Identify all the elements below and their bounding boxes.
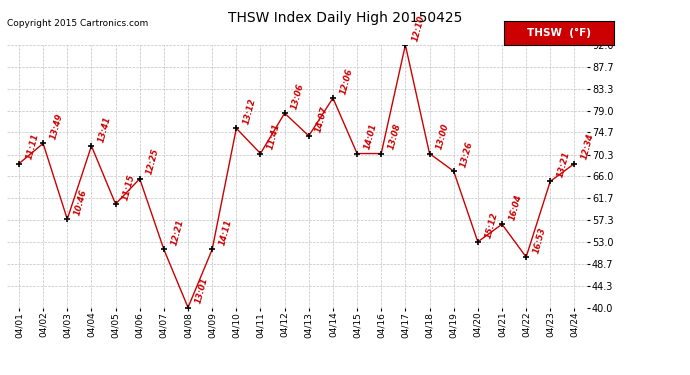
- Text: 14:07: 14:07: [315, 105, 330, 133]
- Text: 14:01: 14:01: [363, 123, 378, 151]
- Text: 15:12: 15:12: [484, 211, 499, 239]
- Text: 13:08: 13:08: [387, 123, 402, 151]
- Text: 13:00: 13:00: [435, 123, 451, 151]
- Text: 16:04: 16:04: [508, 193, 523, 221]
- Text: 16:53: 16:53: [532, 226, 547, 254]
- Text: THSW  (°F): THSW (°F): [527, 28, 591, 38]
- Text: 11:15: 11:15: [121, 173, 137, 201]
- Text: 12:21: 12:21: [170, 218, 185, 247]
- Text: 14:11: 14:11: [218, 218, 233, 247]
- Text: Copyright 2015 Cartronics.com: Copyright 2015 Cartronics.com: [7, 19, 148, 28]
- Text: 12:06: 12:06: [339, 67, 354, 95]
- Text: 11:41: 11:41: [266, 123, 282, 151]
- Text: 13:12: 13:12: [242, 97, 257, 126]
- Text: 13:01: 13:01: [194, 276, 209, 305]
- Text: 12:34: 12:34: [580, 133, 595, 161]
- Text: 11:11: 11:11: [25, 133, 40, 161]
- Text: 13:26: 13:26: [460, 140, 475, 168]
- Text: 13:06: 13:06: [290, 82, 306, 110]
- Text: 12:10: 12:10: [411, 14, 426, 42]
- Text: 13:49: 13:49: [49, 112, 64, 141]
- Text: 12:25: 12:25: [146, 148, 161, 176]
- Text: THSW Index Daily High 20150425: THSW Index Daily High 20150425: [228, 11, 462, 25]
- Text: 13:41: 13:41: [97, 115, 112, 143]
- Text: 13:21: 13:21: [556, 150, 571, 178]
- Text: 10:46: 10:46: [73, 188, 88, 216]
